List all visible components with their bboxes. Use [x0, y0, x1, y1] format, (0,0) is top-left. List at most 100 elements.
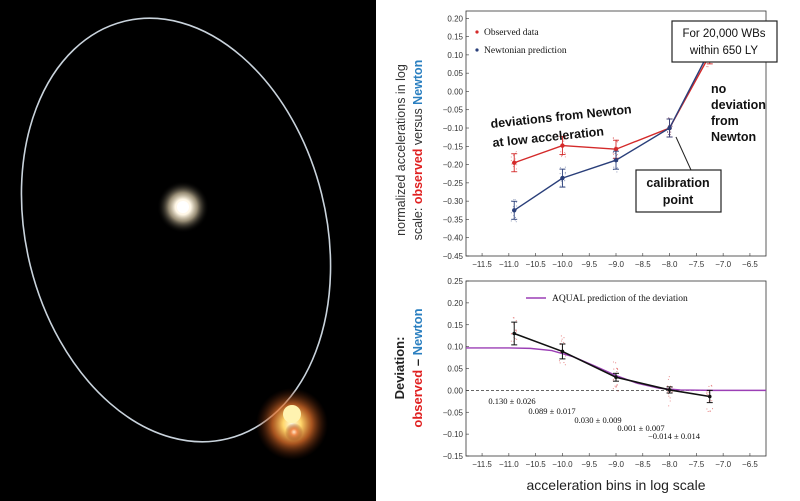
top-observed-scatter: [512, 165, 514, 168]
deviation-scatter: [706, 408, 708, 410]
top-observed-scatter: [612, 137, 614, 140]
top-y-label-mid: versus: [411, 105, 425, 149]
deviation-scatter: [615, 362, 617, 364]
top-observed-scatter: [516, 164, 518, 166]
legend-observed-label: Observed data: [484, 28, 539, 38]
deviation-value-label: 0.030 ± 0.009: [574, 415, 621, 425]
top-observed-scatter: [563, 139, 565, 141]
top-observed-scatter: [561, 154, 563, 157]
top-x-tick-label: −7.0: [715, 260, 731, 269]
bottom-x-tick-label: −11.0: [499, 460, 519, 469]
top-newton-scatter: [516, 205, 518, 207]
deviation-scatter: [616, 370, 618, 373]
top-x-tick-label: −10.5: [526, 260, 547, 269]
bottom-y-label-newton: Newton: [410, 308, 425, 355]
top-newton-point: [560, 175, 565, 181]
deviation-scatter: [671, 391, 673, 393]
bottom-series: [466, 317, 766, 412]
deviation-scatter: [613, 368, 615, 370]
top-newton-point: [667, 125, 672, 131]
deviation-scatter: [614, 385, 616, 387]
top-x-tick-label: −8.0: [662, 260, 678, 269]
charts-panel: 0.20 0.15 0.10 0.05 0.00 −0.05 −0.10 −0.15 −0.20…: [376, 0, 800, 501]
top-y-tick-label: −0.15: [443, 142, 464, 151]
top-y-tick-label: −0.30: [443, 197, 464, 206]
top-newton-scatter: [514, 216, 517, 218]
bottom-y-tick-label: −0.10: [443, 430, 464, 439]
sample-info-frame: [671, 20, 778, 63]
top-observed-scatter: [511, 163, 513, 165]
charts-svg: 0.20 0.15 0.10 0.05 0.00 −0.05 −0.10 −0.15 −0.20…: [392, 10, 778, 493]
deviation-scatter: [668, 405, 670, 407]
deviation-point: [614, 375, 618, 380]
top-newton-scatter: [510, 212, 512, 214]
deviation-scatter: [711, 385, 713, 387]
deviation-scatter: [669, 397, 671, 399]
top-observed-scatter: [612, 137, 614, 139]
top-y-label-observed: observed: [411, 149, 425, 205]
calibration-callout: calibration point: [635, 136, 722, 213]
deviation-scatter: [711, 408, 714, 410]
top-newton-scatter: [564, 166, 566, 168]
bottom-x-tick-label: −8.0: [662, 460, 678, 469]
bottom-y-tick-label: 0.00: [447, 386, 463, 395]
deviation-scatter: [612, 361, 615, 363]
top-legend: Observed data Newtonian prediction: [475, 28, 567, 56]
deviation-scatter: [511, 332, 513, 335]
top-newton-scatter: [612, 160, 615, 162]
bottom-chart: 0.250.200.150.100.050.00−0.05−0.10−0.15 …: [392, 277, 767, 469]
companion-star: [283, 405, 301, 423]
top-observed-scatter: [560, 151, 562, 153]
deviation-scatter: [617, 369, 619, 371]
companion-star-secondary: [285, 423, 303, 441]
deviation-scatter: [510, 340, 512, 342]
deviation-scatter: [564, 364, 566, 366]
top-x-tick-label: −10.0: [552, 260, 573, 269]
top-newton-point: [512, 208, 517, 213]
deviation-scatter: [615, 386, 617, 388]
deviation-value-label: 0.001 ± 0.007: [617, 423, 664, 433]
deviation-scatter: [709, 410, 712, 412]
deviation-scatter: [667, 391, 669, 393]
calibration-box: [635, 169, 722, 213]
top-observed-point: [613, 147, 619, 152]
bottom-x-tick-label: −10.5: [526, 460, 547, 469]
sample-info-box: For 20,000 WBs within 650 LY: [671, 20, 778, 63]
bottom-y-label-minus: –: [410, 355, 425, 369]
top-y-tick-label: 0.20: [447, 14, 463, 23]
top-y-tick-label: −0.20: [443, 161, 464, 170]
orbit-illustration: [0, 0, 376, 501]
deviation-point: [667, 388, 672, 392]
top-observed-scatter: [563, 140, 565, 142]
top-observed-point: [512, 160, 517, 165]
top-x-tick-label: −6.5: [742, 260, 758, 269]
top-newton-point: [613, 157, 619, 163]
deviation-scatter: [669, 400, 671, 402]
orbit-svg: [20, 17, 332, 460]
top-observed-scatter: [563, 137, 565, 139]
deviation-scatter: [559, 362, 561, 364]
bottom-legend: AQUAL prediction of the deviation: [526, 293, 688, 304]
deviation-scatter: [616, 367, 618, 369]
bottom-y-tick-label: 0.25: [447, 277, 463, 286]
top-observed-scatter: [564, 156, 566, 158]
top-y-tick-label: −0.25: [443, 179, 464, 188]
top-y-tick-label: −0.05: [443, 106, 464, 115]
top-observed-scatter: [616, 154, 618, 156]
calibration-arrow: [675, 136, 692, 171]
bottom-y-tick-label: 0.10: [447, 343, 463, 352]
deviation-scatter: [707, 410, 709, 412]
bottom-y-tick-label: 0.05: [447, 365, 463, 374]
deviation-scatter: [668, 376, 670, 378]
top-newton-scatter: [514, 219, 516, 221]
top-y-label-line1: normalized accelerations in log: [394, 64, 408, 236]
deviation-scatter: [514, 329, 517, 331]
deviation-scatter: [612, 388, 614, 390]
deviation-scatter: [708, 385, 710, 387]
legend-newton-marker: [475, 48, 479, 52]
top-newton-scatter: [559, 173, 561, 175]
bottom-y-label-line2: observed – Newton: [410, 308, 425, 427]
legend-observed-marker: [475, 30, 479, 34]
top-chart: 0.20 0.15 0.10 0.05 0.00 −0.05 −0.10 −0.15 −0.20…: [394, 10, 778, 269]
